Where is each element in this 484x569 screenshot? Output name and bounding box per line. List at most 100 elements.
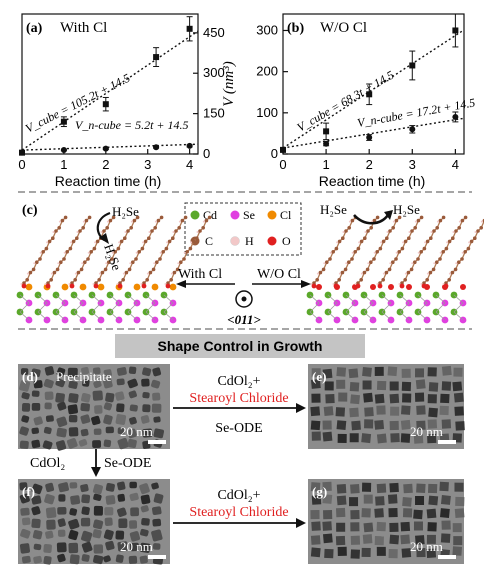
lattice-left-bond [37,294,48,304]
lattice-right-h-atom [354,283,357,285]
tem-d-nanocrystal [19,440,29,449]
tem-d-nanocrystal [20,368,29,376]
lattice-right-h-atom [360,272,363,275]
lattice-right-bond [453,302,464,313]
tem-e-nanocrystal [453,367,463,377]
tem-f-nanocrystal [80,517,91,527]
tem-e-nanocrystal [336,367,347,377]
tem-g-nanocrystal [455,496,465,507]
lattice-left-c-atom [121,278,125,282]
lattice-right-c-atom [453,267,458,272]
lattice-left-h-atom [130,220,133,223]
lattice-right-c-atom [391,260,395,265]
tem-d-nanocrystal [81,393,91,403]
lattice-left-o-atom [45,283,51,289]
tem-d-nanocrystal [55,392,65,404]
tem-f-nanocrystal [57,529,66,537]
lattice-right-c-atom [425,239,430,244]
tem-g-nanocrystal [427,483,438,494]
tem-d-nanocrystal [103,414,113,425]
panel-d-label: (d) [22,369,38,384]
tem-f-nanocrystal [117,493,126,502]
tem-f-nanocrystal [69,554,80,565]
lattice-right-c-atom [369,226,374,230]
lattice-right-h-atom [430,231,433,233]
tem-f-nanocrystal [139,483,150,495]
tem-e-nanocrystal [363,392,373,403]
tem-e-nanocrystal [390,433,400,443]
lattice-right-c-atom [394,218,399,223]
lattice-left-cl-atom [25,283,33,291]
tem-d-nanocrystal [117,427,125,435]
tem-g-nanocrystal [426,534,436,544]
lattice-left-c-atom [191,239,196,244]
lattice-left-h-atom [44,283,47,285]
tem-f-nanocrystal [81,541,93,553]
lattice-left-c-atom [135,215,140,220]
lattice-left-cl-atom [169,283,177,291]
tem-g-nanocrystal [426,548,437,558]
tem-d-nanocrystal [67,404,79,415]
lattice-left-c-atom [145,278,149,282]
out-of-plane-icon [235,290,253,308]
lattice-right-c-atom [479,226,484,230]
lattice-right-c-atom [428,270,433,275]
lattice-left-bond [145,302,156,313]
tem-e-nanocrystal [439,405,449,416]
tem-f-nanocrystal [57,553,66,563]
lattice-right-bond [309,311,320,321]
tem-d-nanocrystal [142,404,151,413]
tem-d-nanocrystal [31,427,39,435]
lattice-left-h-atom [58,220,61,223]
lattice-left-h-atom [39,251,42,254]
lattice-left-c-atom [124,270,129,275]
legend-o-label: O [282,234,291,248]
lattice-left-h-atom [100,231,103,233]
lattice-left-c-atom [89,250,93,254]
lattice-left-bond [127,302,138,313]
tem-d-nanocrystal [129,404,138,412]
lattice-left-c-atom [151,267,156,272]
lattice-right-o-atom [406,284,412,290]
lattice-right-c-atom [347,226,352,230]
tem-e-nanocrystal [349,433,359,443]
tem-f-nanocrystal [81,494,91,504]
tem-d-nanocrystal [91,415,101,426]
lattice-left-bond [73,311,84,321]
tem-g-nanocrystal [363,494,373,504]
tem-g-nanocrystal [389,482,399,493]
lattice-left-c-atom [31,267,36,272]
lattice-right-o-atom [443,283,449,289]
legend-se-label: Se [243,208,255,222]
lattice-left-h-atom [20,283,23,285]
lattice-right-c-atom [410,229,414,233]
tem-f-nanocrystal [20,528,31,539]
tem-g-nanocrystal [335,535,346,546]
tem-d-nanocrystal [68,393,79,404]
tem-e-nanocrystal [310,420,321,431]
lattice-left-h-atom [135,251,138,254]
lattice-right-c-atom [416,257,420,261]
lattice-right-h-atom [392,220,395,223]
lattice-left-h-atom [33,262,36,265]
lattice-right-c-atom [341,236,345,240]
lattice-left-h-atom [148,231,151,233]
lattice-left-bond [163,294,174,304]
lattice-left-bond [109,294,120,304]
growth-top-line3: Se-ODE [215,421,262,436]
lattice-right-h-atom [426,272,429,275]
lattice-left-c-atom [204,218,209,223]
lattice-left-c-atom [137,250,141,254]
lattice-left-c-atom [63,215,68,220]
growth-bot-line1: CdOl₂+ [217,488,260,503]
lattice-left-c-atom [62,257,66,261]
tem-e-nanocrystal [322,368,333,379]
tem-f-nanocrystal [58,482,69,493]
tem-d-nanocrystal [116,403,125,413]
tem-g-nanocrystal [440,533,451,543]
lattice-left-c-atom [86,257,90,261]
lattice-right-h-atom [458,220,461,223]
lattice-left-bond [19,311,30,321]
lattice-left-c-atom [79,267,84,272]
